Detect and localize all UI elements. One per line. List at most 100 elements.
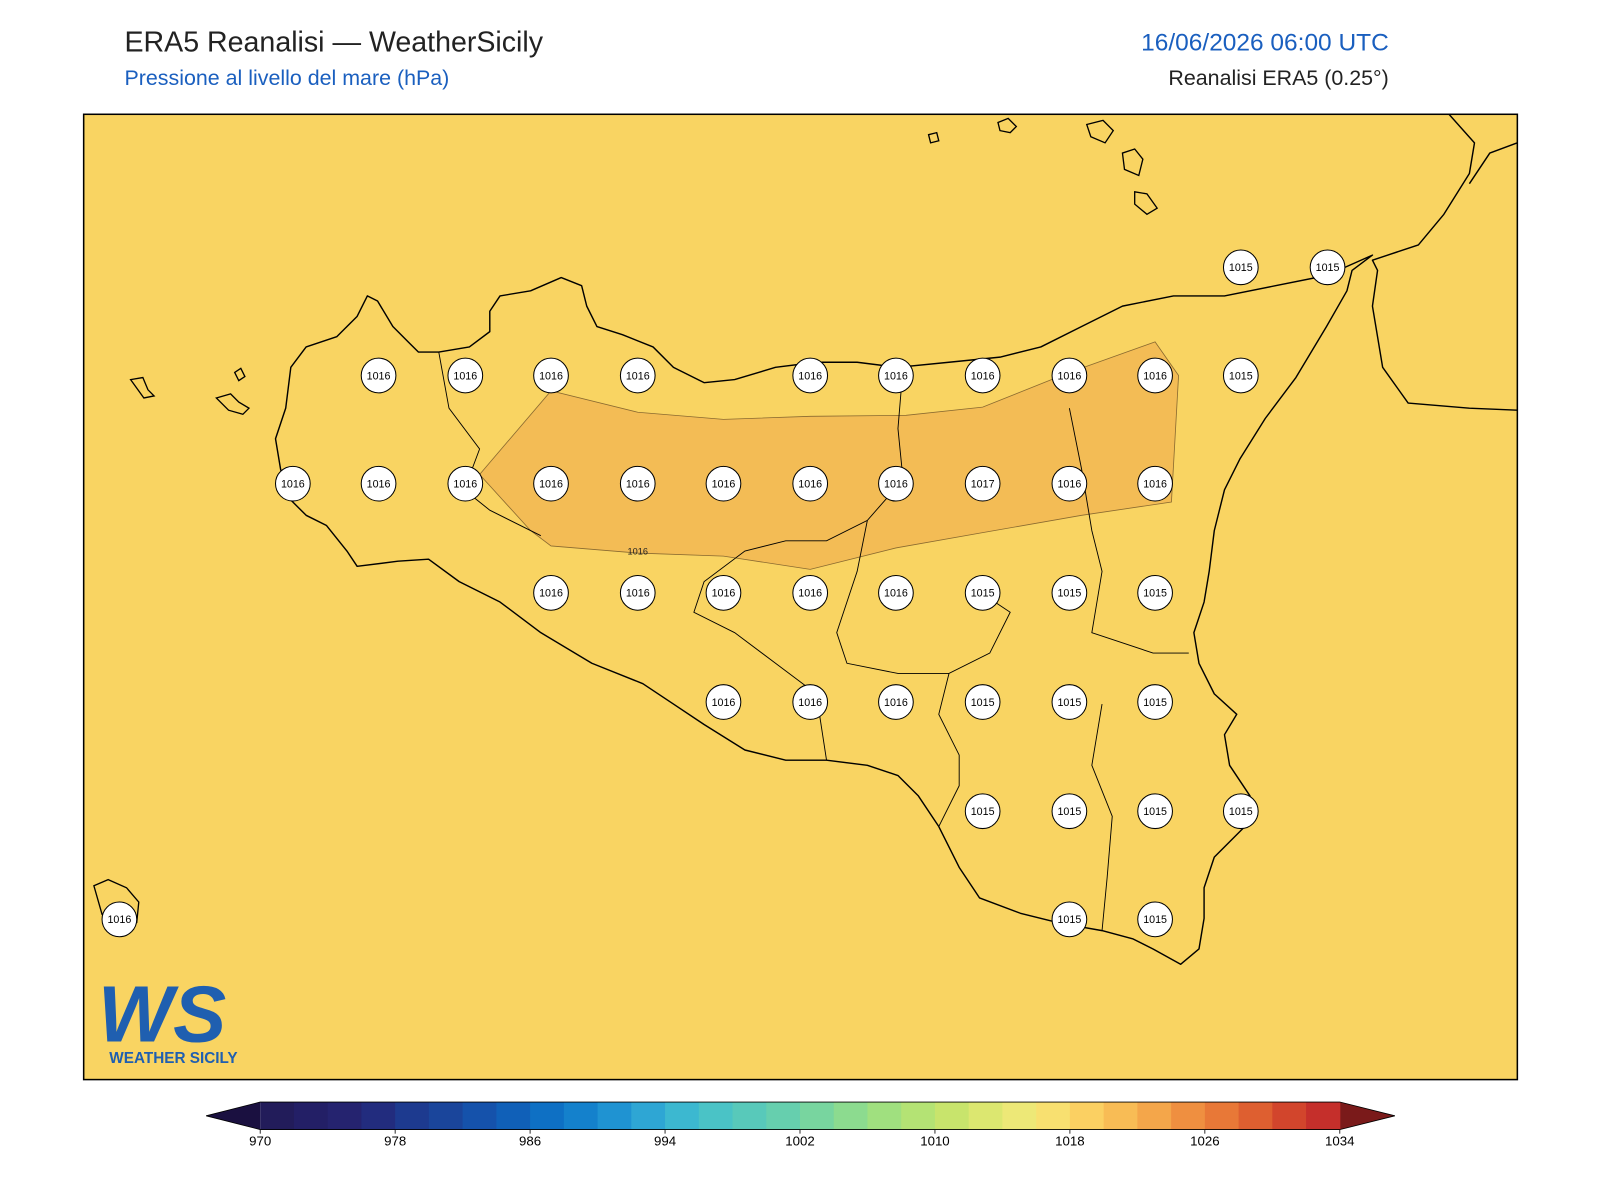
colorbar-bin <box>1306 1102 1341 1130</box>
station-marker <box>964 793 1001 830</box>
station-value: 1016 <box>798 697 822 709</box>
station-marker <box>1051 684 1088 720</box>
colorbar-bin <box>1204 1102 1240 1130</box>
islands <box>93 117 1159 928</box>
station-value: 1016 <box>1143 370 1167 382</box>
station-value: 1016 <box>539 370 563 382</box>
station-value: 1016 <box>884 697 908 709</box>
map-frame <box>82 113 1519 1081</box>
station-marker <box>705 575 742 611</box>
colorbar-bin <box>1069 1102 1105 1130</box>
station-marker <box>1137 793 1173 830</box>
colorbar-tick-label: 970 <box>249 1133 271 1148</box>
sicily-coast <box>274 254 1374 965</box>
colorbar-bin <box>1137 1102 1172 1130</box>
station-value: 1015 <box>1316 262 1340 274</box>
station-value: 1016 <box>1143 479 1167 491</box>
station-marker <box>1051 465 1088 502</box>
subtitle: Pressione al livello del mare (hPa) <box>124 66 449 90</box>
colorbar-bin <box>732 1102 767 1130</box>
colorbar-bin <box>1036 1102 1071 1130</box>
station-marker <box>705 684 742 720</box>
station-marker <box>619 465 656 502</box>
colorbar-bin <box>496 1102 531 1130</box>
station-value: 1016 <box>626 479 650 491</box>
station-value: 1015 <box>1229 806 1253 818</box>
station-value: 1016 <box>539 588 563 600</box>
station-value: 1016 <box>453 370 477 382</box>
station-value: 1016 <box>367 479 391 491</box>
station-value: 1016 <box>884 479 908 491</box>
colorbar-bin <box>1272 1102 1307 1130</box>
station-marker <box>619 357 656 394</box>
colorbar-over <box>1339 1102 1395 1130</box>
station-value: 1016 <box>453 479 477 491</box>
station-value: 1016 <box>798 588 822 600</box>
station-marker <box>1222 357 1259 394</box>
station-value: 1015 <box>1057 588 1081 600</box>
pressure-area <box>479 341 1179 570</box>
station-value: 1016 <box>107 914 131 926</box>
colorbar-bin <box>968 1102 1003 1130</box>
station-value: 1015 <box>1057 806 1081 818</box>
station-value: 1016 <box>367 370 391 382</box>
station-marker <box>1051 793 1088 830</box>
station-marker <box>1137 901 1173 938</box>
station-marker <box>964 575 1001 611</box>
colorbar-bin <box>462 1102 497 1130</box>
station-marker <box>964 357 1001 394</box>
station-value: 1015 <box>1057 697 1081 709</box>
station-value: 1016 <box>281 479 305 491</box>
station-marker <box>1051 357 1088 394</box>
station-marker <box>792 575 829 611</box>
station-value: 1016 <box>712 697 736 709</box>
colorbar-bin <box>1171 1102 1206 1130</box>
station-value: 1016 <box>712 479 736 491</box>
station-marker <box>1222 249 1259 286</box>
station-value: 1016 <box>539 479 563 491</box>
colorbar-bin <box>833 1102 868 1130</box>
colorbar-tick-label: 1002 <box>785 1133 814 1148</box>
station-value: 1015 <box>971 806 995 818</box>
station-value: 1015 <box>1143 914 1167 926</box>
station-marker <box>705 465 742 502</box>
colorbar-bin <box>766 1102 801 1130</box>
station-marker <box>360 465 397 502</box>
colorbar-tick-label: 994 <box>654 1133 676 1148</box>
colorbar-bin <box>1103 1102 1138 1130</box>
stations: 1015 1015 1016 1016 1016 1016 1016 1016 1016 1016… <box>101 249 1346 938</box>
station-value: 1015 <box>971 697 995 709</box>
colorbar-tick-label: 986 <box>519 1133 541 1148</box>
station-marker <box>533 575 569 611</box>
station-marker <box>964 684 1001 720</box>
station-value: 1015 <box>1143 588 1167 600</box>
logo-mark: WS <box>98 969 226 1058</box>
station-value: 1016 <box>884 588 908 600</box>
title: ERA5 Reanalisi — WeatherSicily <box>124 26 543 58</box>
datetime: 16/06/2026 06:00 UTC <box>1141 29 1389 56</box>
contour-label: 1016 <box>628 546 648 556</box>
colorbar-tick-label: 1026 <box>1190 1133 1219 1148</box>
colorbar-bin <box>1002 1102 1037 1130</box>
station-marker <box>1222 793 1259 830</box>
station-marker <box>1137 575 1173 611</box>
colorbar-bin <box>327 1102 362 1130</box>
station-value: 1016 <box>798 479 822 491</box>
station-marker <box>878 684 914 720</box>
source: Reanalisi ERA5 (0.25°) <box>1168 66 1388 90</box>
colorbar-tick-label: 1018 <box>1055 1133 1084 1148</box>
colorbar-bin <box>934 1102 970 1130</box>
station-marker <box>1051 901 1088 938</box>
station-marker <box>792 465 829 502</box>
colorbar-bin <box>428 1102 464 1130</box>
colorbar-tick-label: 1010 <box>920 1133 949 1148</box>
colorbar-under <box>206 1102 261 1130</box>
station-value: 1016 <box>712 588 736 600</box>
station-value: 1016 <box>884 370 908 382</box>
station-value: 1015 <box>1229 262 1253 274</box>
station-marker <box>1309 249 1346 286</box>
station-value: 1015 <box>1057 914 1081 926</box>
station-marker <box>964 465 1001 502</box>
